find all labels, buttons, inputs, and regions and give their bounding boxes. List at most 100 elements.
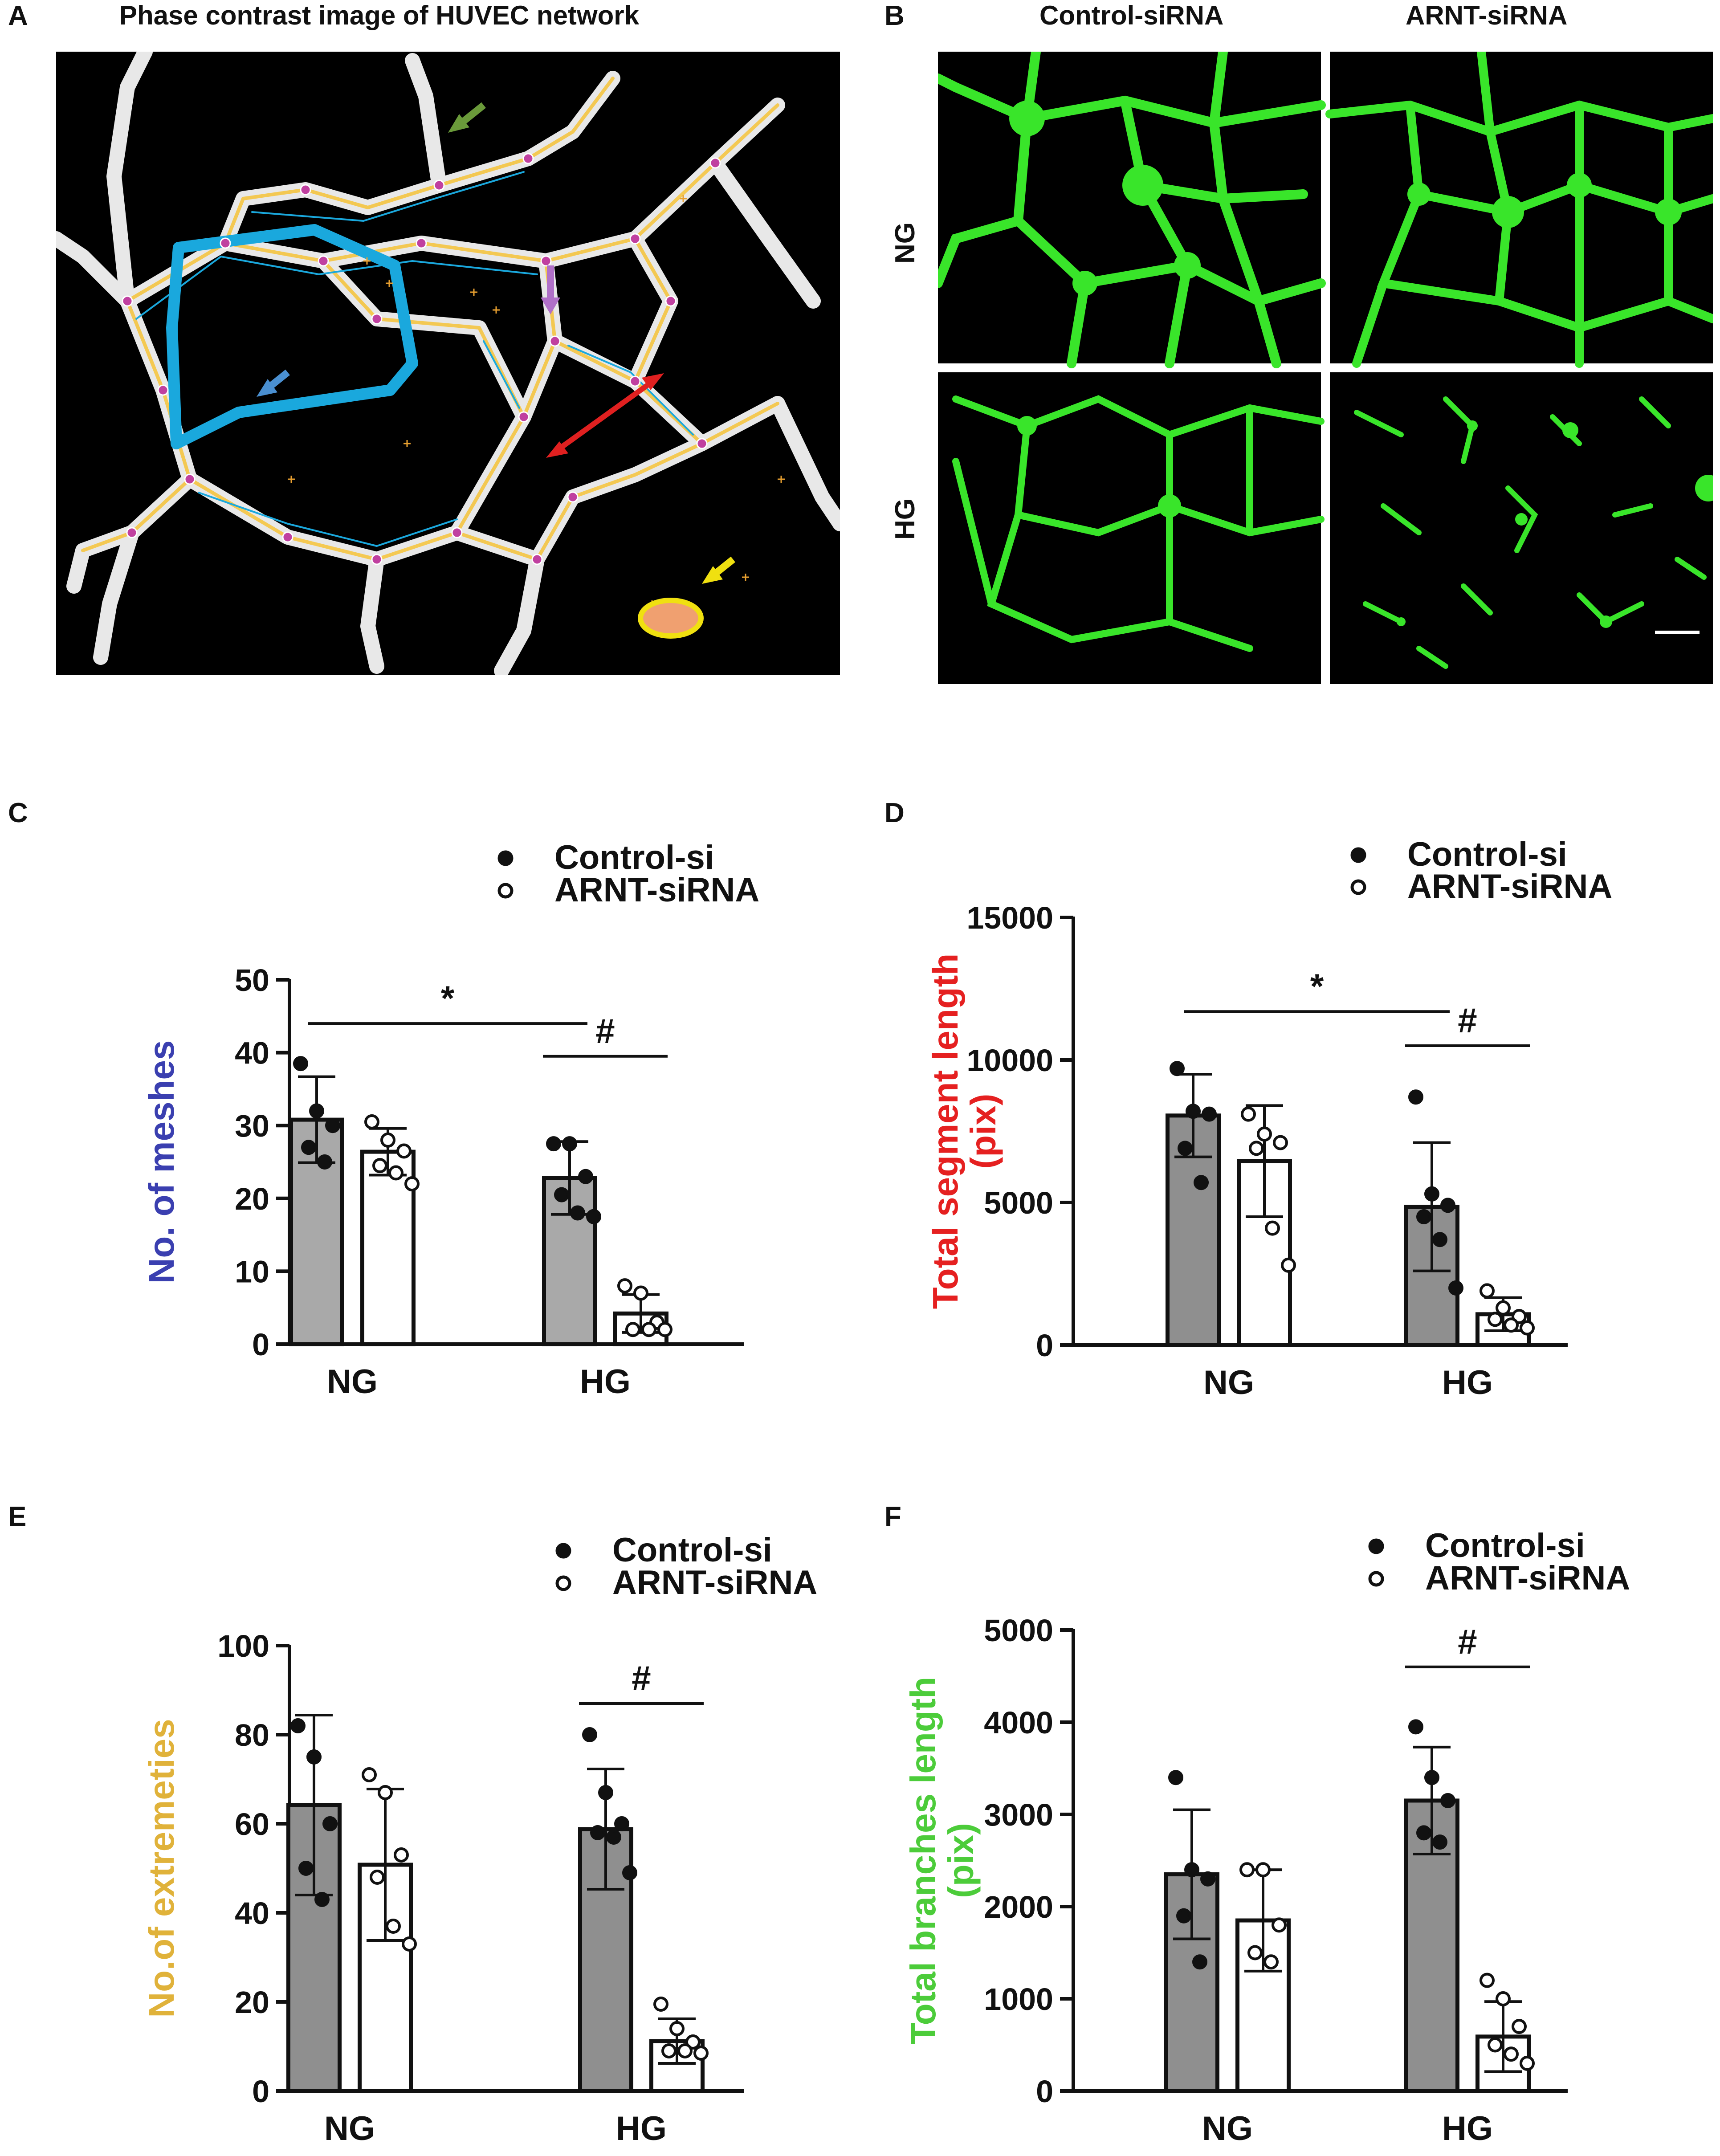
y-tick-label: 5000 — [984, 1186, 1053, 1220]
panel-b-letter: B — [884, 0, 905, 31]
data-point — [546, 1136, 561, 1152]
data-point — [590, 1825, 605, 1840]
data-point — [1432, 1834, 1447, 1850]
y-axis-title: Total segment length — [925, 954, 965, 1309]
y-axis-title: No.of extremeties — [142, 1719, 181, 2017]
y-tick-label: 40 — [235, 1036, 269, 1071]
data-point — [1265, 1220, 1280, 1236]
data-point — [370, 1870, 385, 1885]
y-axis-title: Total branches length — [903, 1677, 943, 2044]
x-tick-label-ng: NG — [1203, 1364, 1254, 1402]
data-point — [1440, 1198, 1455, 1213]
fluorescence-image-grid — [938, 52, 1713, 684]
data-point — [402, 1936, 417, 1952]
data-point — [293, 1056, 308, 1072]
y-tick-label: 0 — [1036, 1328, 1053, 1363]
y-tick-label: 20 — [235, 1985, 269, 2020]
y-tick-label: 80 — [235, 1718, 269, 1753]
data-point — [1168, 1770, 1183, 1785]
panel-a-letter: A — [8, 0, 28, 31]
data-point — [677, 2043, 693, 2058]
x-tick-label-hg: HG — [1442, 1364, 1493, 1402]
data-point — [598, 1785, 613, 1800]
data-point — [394, 1847, 409, 1863]
data-point — [1247, 1945, 1263, 1960]
data-point — [364, 1114, 379, 1130]
panel-d-letter: D — [884, 798, 905, 828]
legend-label-control: Control-si — [612, 1531, 772, 1569]
data-point — [1416, 1825, 1431, 1841]
data-point — [301, 1140, 316, 1155]
data-point — [582, 1727, 597, 1742]
data-point — [309, 1103, 324, 1119]
legend-label-control: Control-si — [554, 839, 714, 876]
significance-marker: # — [632, 1659, 651, 1698]
data-point — [1480, 1283, 1495, 1299]
data-point — [1241, 1106, 1256, 1122]
panel-b-col-label-control: Control-siRNA — [1039, 0, 1224, 30]
data-point — [317, 1154, 332, 1170]
data-point — [614, 1816, 629, 1831]
data-point — [372, 1158, 387, 1174]
data-point — [1281, 1257, 1296, 1273]
data-point — [325, 1118, 340, 1133]
significance-marker: * — [1310, 966, 1324, 1006]
data-point — [641, 1322, 656, 1337]
y-tick-label: 0 — [1036, 2074, 1053, 2109]
data-point — [1488, 2037, 1503, 2053]
isolated-segment-oval — [638, 598, 704, 639]
blue-arrow-icon — [257, 369, 290, 397]
y-tick-label: 50 — [235, 963, 269, 998]
data-point — [1255, 1862, 1271, 1878]
huvec-network-image — [56, 52, 840, 675]
fluorescence-hg-control — [938, 372, 1325, 684]
data-point — [669, 2021, 685, 2036]
data-point — [1504, 1317, 1519, 1333]
data-point — [1416, 1209, 1431, 1224]
data-point — [1424, 1186, 1439, 1202]
legend-label-control: Control-si — [1407, 836, 1567, 873]
green-arrow-icon — [448, 102, 486, 133]
yellow-arrow-icon — [702, 556, 735, 584]
data-point — [554, 1187, 569, 1202]
data-point — [586, 1209, 601, 1224]
red-double-arrow-icon — [546, 373, 664, 458]
data-point — [1512, 2019, 1527, 2034]
data-point — [617, 1278, 632, 1294]
data-point — [661, 2043, 677, 2058]
data-point — [1202, 1106, 1217, 1122]
fluorescence-ng-arnt — [1325, 52, 1713, 368]
legend-marker-arnt — [497, 883, 514, 899]
legend-label-control: Control-si — [1425, 1527, 1585, 1565]
legend-label-arnt: ARNT-siRNA — [1407, 868, 1612, 905]
data-point — [1520, 1320, 1535, 1336]
y-tick-label: 10 — [235, 1254, 269, 1289]
significance-marker: * — [441, 978, 455, 1018]
y-tick-label: 0 — [252, 2074, 269, 2109]
data-point — [1496, 1300, 1511, 1316]
data-point — [378, 1785, 393, 1800]
bar-control-si-ng — [286, 1803, 342, 2093]
data-point — [578, 1169, 593, 1184]
scale-bar — [1655, 631, 1700, 634]
panel-e-letter: E — [8, 1501, 27, 1532]
x-tick-label-hg: HG — [1442, 2110, 1493, 2148]
data-point — [1176, 1908, 1191, 1924]
y-tick-label: 60 — [235, 1807, 269, 1842]
legend-marker-arnt — [1350, 879, 1366, 895]
y-tick-label: 15000 — [966, 901, 1053, 935]
panel-c-letter: C — [8, 798, 28, 828]
data-point — [380, 1132, 395, 1148]
data-point — [1480, 1973, 1495, 1988]
y-axis-title: (pix) — [941, 1823, 981, 1898]
data-point — [657, 1322, 673, 1337]
significance-marker: # — [1458, 1622, 1477, 1661]
data-point — [1186, 1104, 1201, 1119]
data-point — [322, 1816, 338, 1831]
data-point — [1504, 2046, 1519, 2062]
data-point — [404, 1176, 420, 1192]
panel-f-letter: F — [884, 1501, 901, 1532]
y-tick-label: 30 — [235, 1109, 269, 1143]
